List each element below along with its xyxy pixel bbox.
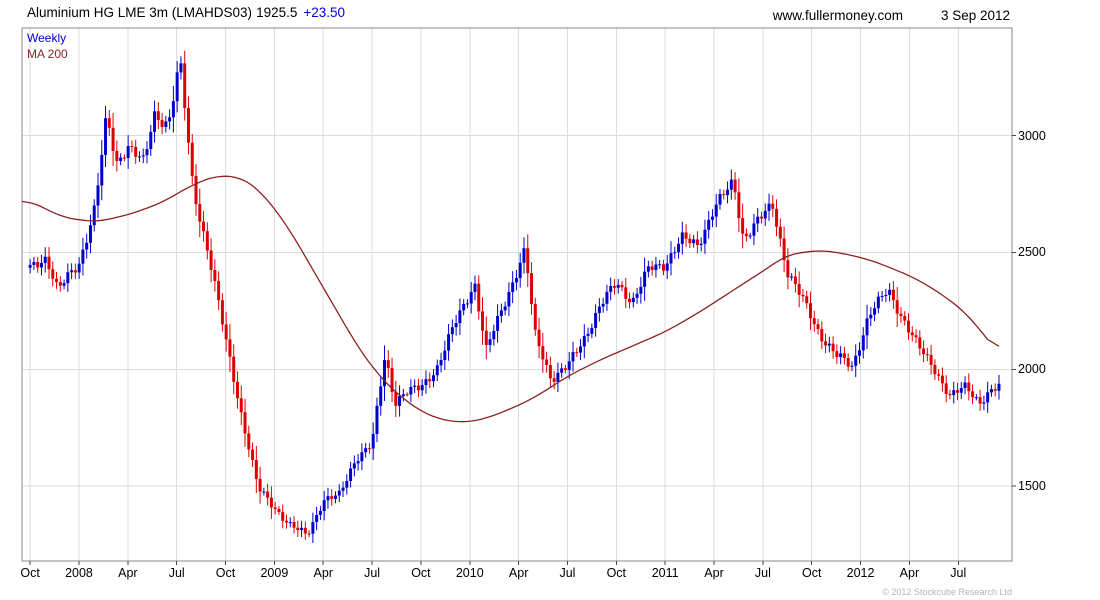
price-change: +23.50 [303, 5, 346, 20]
copyright-notice: © 2012 Stockcube Research Ltd [882, 587, 1012, 597]
website-link[interactable]: www.fullermoney.com [772, 8, 903, 23]
instrument-name: Aluminium HG LME 3m (LMAHDS03) [27, 5, 253, 20]
legend-timeframe-label: Weekly [27, 31, 67, 45]
chart-header: Aluminium HG LME 3m (LMAHDS03) 1925.5 +23.… [0, 3, 1100, 25]
chart-legend: Weekly MA 200 [27, 30, 68, 62]
chart-date: 3 Sep 2012 [940, 8, 1010, 23]
legend-ma-label: MA 200 [27, 47, 68, 61]
last-price: 1925.5 [256, 5, 298, 20]
chart-title: Aluminium HG LME 3m (LMAHDS03) 1925.5 +23.… [27, 5, 345, 20]
